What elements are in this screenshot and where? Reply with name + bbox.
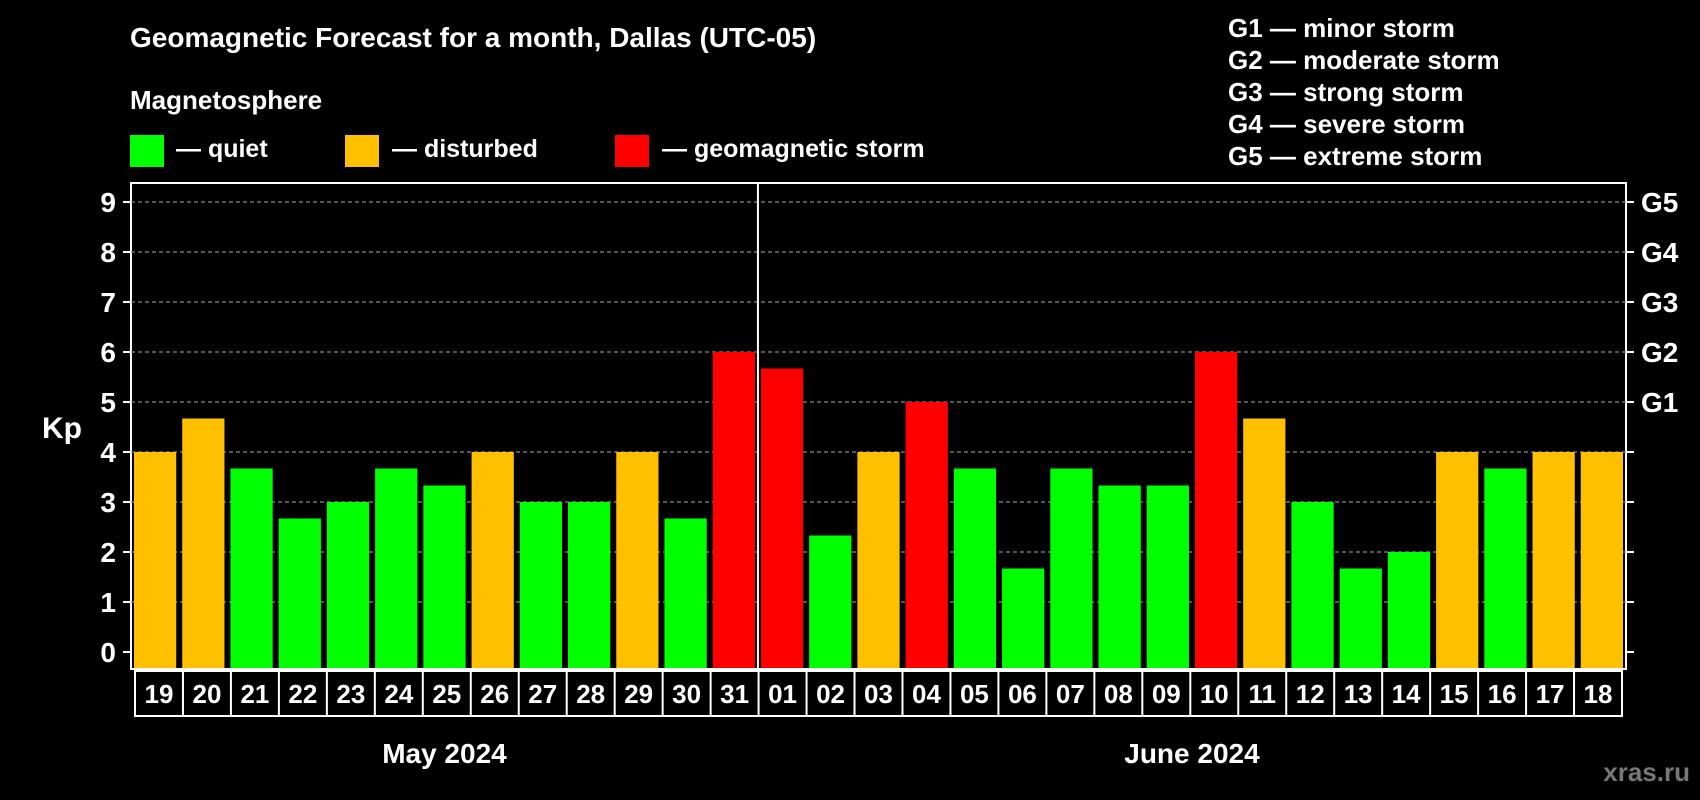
x-tick-label: 27	[528, 679, 557, 709]
x-tick-label: 03	[864, 679, 893, 709]
bar	[1580, 452, 1623, 668]
bar	[519, 502, 563, 668]
bar	[230, 468, 273, 668]
bar	[1002, 568, 1045, 668]
bar	[1050, 468, 1093, 668]
g-tick-label: G2	[1641, 337, 1678, 368]
legend-swatch-storm	[615, 135, 649, 167]
bar	[423, 485, 466, 668]
bar	[1243, 418, 1286, 668]
g-tick-label: G5	[1641, 187, 1678, 218]
x-tick-label: 13	[1344, 679, 1373, 709]
x-tick-label: 12	[1296, 679, 1325, 709]
bar	[1146, 485, 1189, 668]
bar	[1194, 352, 1238, 668]
g-tick-label: G4	[1641, 237, 1679, 268]
x-tick-label: 18	[1584, 679, 1613, 709]
bar	[616, 452, 659, 668]
x-tick-label: 24	[384, 679, 413, 709]
x-tick-label: 05	[960, 679, 989, 709]
bar	[326, 502, 370, 668]
g-tick-label: G1	[1641, 387, 1678, 418]
x-tick-label: 22	[288, 679, 317, 709]
x-tick-label: 10	[1200, 679, 1229, 709]
y-tick-label: 2	[100, 537, 116, 568]
plot-frame	[130, 182, 1627, 670]
y-tick-label: 1	[100, 587, 116, 618]
legend-label-storm: — geomagnetic storm	[662, 135, 925, 163]
watermark: xras.ru	[1603, 757, 1690, 787]
bar	[857, 452, 900, 668]
bar	[1484, 468, 1527, 668]
y-tick-label: 5	[100, 387, 116, 418]
x-tick-label: 30	[672, 679, 701, 709]
y-tick-label: 6	[100, 337, 116, 368]
x-tick-label: 21	[240, 679, 269, 709]
legend-swatch-quiet	[130, 135, 164, 167]
g-scale-g1: G1 — minor storm	[1228, 13, 1455, 43]
bar	[375, 468, 418, 668]
bar	[712, 352, 755, 668]
bar	[568, 502, 611, 668]
x-tick-label: 16	[1488, 679, 1517, 709]
x-tick-label: 01	[768, 679, 797, 709]
bar	[953, 468, 997, 668]
bar	[664, 518, 707, 668]
bar	[1532, 452, 1575, 668]
y-tick-label: 8	[100, 237, 116, 268]
y-tick-label: 7	[100, 287, 116, 318]
bar	[1436, 452, 1479, 668]
bar	[1387, 552, 1431, 668]
g-tick-label: G3	[1641, 287, 1678, 318]
x-tick-label: 23	[336, 679, 365, 709]
bar	[905, 402, 948, 668]
chart-title: Geomagnetic Forecast for a month, Dallas…	[130, 22, 816, 53]
bar	[809, 535, 852, 668]
bar	[1291, 502, 1334, 668]
x-tick-label: 04	[912, 679, 941, 709]
x-tick-label: 31	[720, 679, 749, 709]
bar	[1339, 568, 1382, 668]
x-tick-label: 29	[624, 679, 653, 709]
x-tick-label: 26	[480, 679, 509, 709]
bar	[471, 452, 514, 668]
x-tick-label: 08	[1104, 679, 1133, 709]
x-tick-label: 28	[576, 679, 605, 709]
x-tick-label: 19	[145, 679, 174, 709]
y-tick-label: 9	[100, 187, 116, 218]
x-tick-label: 07	[1056, 679, 1085, 709]
bar	[1098, 485, 1141, 668]
x-tick-label: 06	[1008, 679, 1037, 709]
y-tick-label: 0	[100, 637, 116, 668]
y-tick-label: 4	[100, 437, 116, 468]
g-scale-g5: G5 — extreme storm	[1228, 141, 1482, 171]
y-tick-label: 3	[100, 487, 116, 518]
g-scale-g2: G2 — moderate storm	[1228, 45, 1500, 75]
legend-heading: Magnetosphere	[130, 85, 322, 115]
bar	[278, 518, 321, 668]
x-tick-label: 17	[1536, 679, 1565, 709]
x-tick-label: 11	[1248, 679, 1276, 709]
legend-label-quiet: — quiet	[176, 135, 268, 163]
bar	[760, 368, 804, 668]
bar	[134, 452, 177, 668]
month-label: June 2024	[1124, 738, 1260, 769]
x-tick-label: 02	[816, 679, 845, 709]
legend-label-disturbed: — disturbed	[392, 135, 538, 163]
g-scale-g4: G4 — severe storm	[1228, 109, 1465, 139]
x-tick-label: 14	[1392, 679, 1421, 709]
x-tick-label: 09	[1152, 679, 1181, 709]
x-tick-label: 15	[1440, 679, 1469, 709]
date-row	[134, 670, 1623, 717]
y-axis-label: Kp	[42, 412, 82, 445]
x-tick-label: 25	[432, 679, 461, 709]
legend-swatch-disturbed	[345, 135, 379, 167]
bar	[182, 418, 225, 668]
month-label: May 2024	[382, 738, 507, 769]
x-tick-label: 20	[192, 679, 221, 709]
g-scale-g3: G3 — strong storm	[1228, 77, 1463, 107]
